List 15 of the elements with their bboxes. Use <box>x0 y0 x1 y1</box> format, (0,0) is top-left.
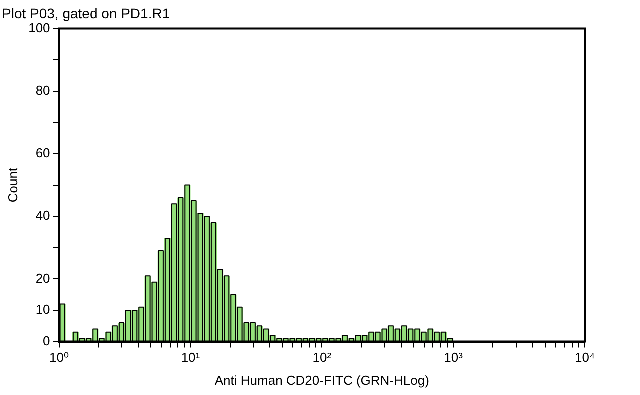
x-axis-title: Anti Human CD20-FITC (GRN-HLog) <box>214 372 430 388</box>
x-tick-label: 10¹ <box>181 350 201 366</box>
chart-title: Plot P03, gated on PD1.R1 <box>2 5 170 22</box>
y-tick-label: 100 <box>28 20 50 36</box>
x-tick-label: 10⁴ <box>574 350 596 366</box>
x-tick-label: 10² <box>312 350 332 366</box>
x-tick-label: 10⁰ <box>49 350 70 366</box>
y-tick-label: 60 <box>36 146 50 161</box>
y-tick-label: 40 <box>36 208 50 224</box>
y-tick-label: 20 <box>36 270 50 286</box>
y-tick-label: 80 <box>36 82 50 98</box>
y-tick-label: 10 <box>36 302 50 318</box>
x-tick-label: 10³ <box>444 350 464 366</box>
y-axis-title: Count <box>5 168 20 203</box>
y-tick-label: 0 <box>43 333 50 348</box>
